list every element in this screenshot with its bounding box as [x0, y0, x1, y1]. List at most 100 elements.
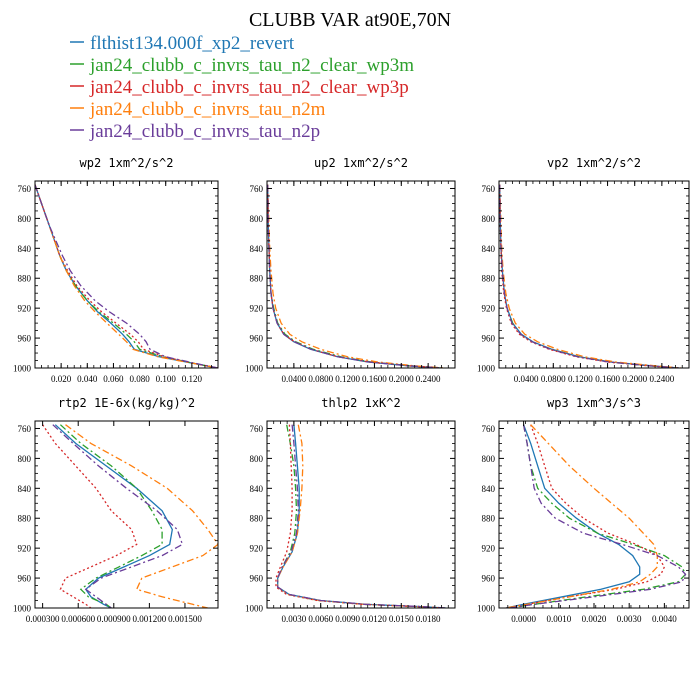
chart-panel: vp2 1xm^2/s^2 760 800 840 880 920 960 1000 0.040… [477, 156, 690, 384]
panel-title: vp2 1xm^2/s^2 [547, 156, 641, 170]
series-line [505, 424, 666, 608]
x-tick-label: 0.0400 [281, 374, 306, 384]
y-tick-label: 800 [18, 454, 32, 464]
plot-frame [498, 420, 690, 609]
figure-title: CLUBB VAR at90E,70N [249, 9, 451, 31]
series-group [42, 424, 218, 608]
y-tick-label: 760 [250, 424, 264, 434]
y-tick-label: 760 [18, 424, 32, 434]
y-tick-label: 1000 [477, 604, 496, 614]
y-tick-label: 760 [18, 184, 32, 194]
y-tick-label: 800 [250, 454, 264, 464]
series-line [59, 424, 163, 608]
legend-label: jan24_clubb_c_invrs_tau_n2m [89, 99, 326, 120]
y-tick-label: 760 [250, 184, 264, 194]
series-line [277, 424, 445, 608]
series-line [54, 424, 173, 608]
x-tick-label: 0.2400 [649, 374, 674, 384]
series-line [267, 184, 442, 368]
y-tick-label: 760 [482, 424, 496, 434]
plot-frame [266, 420, 456, 609]
y-tick-label: 960 [482, 334, 496, 344]
y-tick-label: 920 [250, 304, 264, 314]
y-tick-label: 840 [18, 484, 32, 494]
y-tick-label: 1000 [245, 604, 264, 614]
series-line [505, 424, 641, 608]
legend-entry: jan24_clubb_c_invrs_tau_n2_clear_wp3p [70, 77, 409, 98]
y-tick-label: 840 [250, 484, 264, 494]
x-tick-label: 0.001200 [133, 614, 167, 624]
series-line [509, 424, 687, 608]
series-line [499, 184, 679, 368]
x-tick-label: 0.1600 [362, 374, 387, 384]
panel-title: rtp2 1E-6x(kg/kg)^2 [58, 396, 195, 410]
y-tick-label: 920 [18, 304, 32, 314]
y-tick-label: 840 [482, 244, 496, 254]
series-line [267, 184, 442, 368]
panel-title: up2 1xm^2/s^2 [314, 156, 408, 170]
x-tick-label: 0.0090 [335, 614, 360, 624]
y-tick-label: 960 [18, 334, 32, 344]
x-tick-label: 0.1600 [595, 374, 620, 384]
panels: wp2 1xm^2/s^2 760 800 840 880 920 960 1000 0.020… [13, 156, 690, 624]
x-tick-label: 0.0800 [308, 374, 333, 384]
y-tick-label: 1000 [245, 364, 264, 374]
y-tick-label: 800 [482, 214, 496, 224]
chart-panel: wp3 1xm^3/s^3 760 800 840 880 920 960 1000 0.000… [477, 396, 690, 624]
x-tick-label: 0.2000 [389, 374, 414, 384]
x-tick-label: 0.060 [103, 374, 124, 384]
x-tick-label: 0.2000 [622, 374, 647, 384]
x-tick-label: 0.1200 [568, 374, 593, 384]
x-tick-label: 0.001500 [168, 614, 202, 624]
y-tick-label: 920 [250, 544, 264, 554]
y-tick-label: 800 [482, 454, 496, 464]
x-tick-label: 0.020 [51, 374, 72, 384]
y-tick-label: 960 [250, 574, 264, 584]
series-group [267, 184, 445, 368]
plot-frame [266, 180, 456, 369]
series-line [499, 184, 679, 368]
series-group [35, 184, 218, 368]
y-tick-label: 880 [250, 514, 264, 524]
x-tick-label: 0.0060 [308, 614, 333, 624]
x-tick-label: 0.0030 [617, 614, 642, 624]
series-line [267, 184, 443, 368]
series-line [277, 424, 445, 608]
series-line [275, 424, 443, 608]
x-tick-label: 0.0150 [389, 614, 414, 624]
x-tick-label: 0.0400 [514, 374, 539, 384]
series-group [275, 424, 447, 608]
x-tick-label: 0.100 [156, 374, 177, 384]
legend: flthist134.000f_xp2_revertjan24_clubb_c_… [70, 33, 414, 142]
panel-title: wp3 1xm^3/s^3 [547, 396, 641, 410]
y-tick-label: 1000 [13, 364, 32, 374]
x-tick-label: 0.0040 [652, 614, 677, 624]
y-tick-label: 880 [250, 274, 264, 284]
series-line [267, 184, 445, 368]
plot-frame [34, 180, 219, 369]
x-tick-label: 0.0030 [281, 614, 306, 624]
series-line [277, 424, 447, 608]
y-tick-label: 840 [482, 484, 496, 494]
y-tick-label: 800 [18, 214, 32, 224]
legend-entry: jan24_clubb_c_invrs_tau_n2m [70, 99, 326, 120]
series-line [65, 424, 218, 608]
chart-panel: up2 1xm^2/s^2 760 800 840 880 920 960 1000 0.040… [245, 156, 456, 384]
x-tick-label: 0.0180 [416, 614, 441, 624]
series-line [35, 184, 218, 368]
series-line [499, 184, 679, 368]
y-tick-label: 960 [18, 574, 32, 584]
series-line [35, 184, 218, 368]
y-tick-label: 960 [482, 574, 496, 584]
y-tick-label: 840 [250, 244, 264, 254]
series-line [499, 184, 681, 368]
y-tick-label: 1000 [13, 604, 32, 614]
legend-entry: jan24_clubb_c_invrs_tau_n2p [70, 121, 320, 142]
panel-title: wp2 1xm^2/s^2 [80, 156, 174, 170]
x-tick-label: 0.0120 [362, 614, 387, 624]
legend-entry: jan24_clubb_c_invrs_tau_n2_clear_wp3m [70, 55, 414, 76]
y-tick-label: 880 [482, 514, 496, 524]
x-tick-label: 0.000300 [26, 614, 60, 624]
